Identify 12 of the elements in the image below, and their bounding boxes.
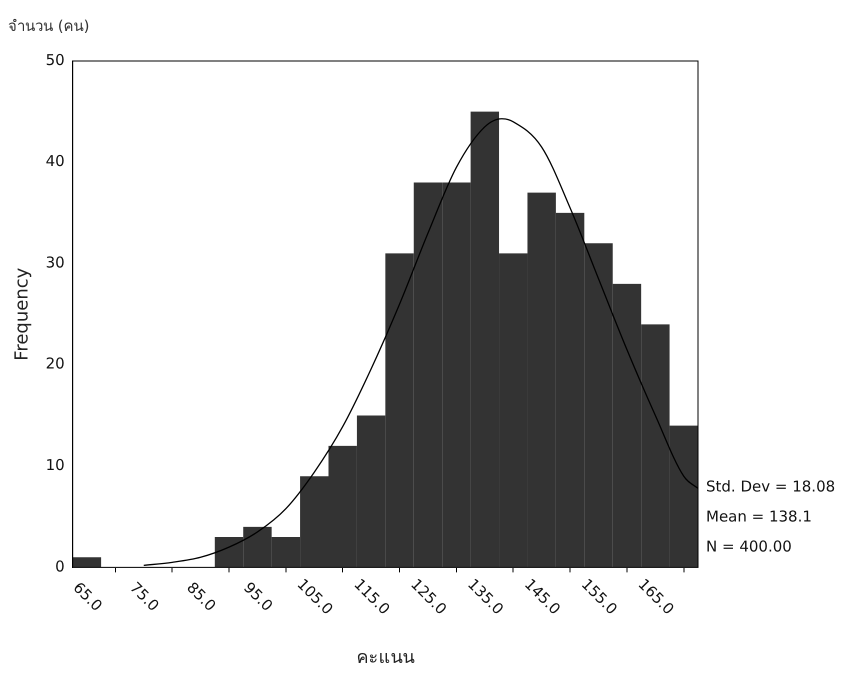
y-tick-label: 40 [46,152,65,170]
chart-title: จำนวน (คน) [8,16,90,35]
y-axis-title: Frequency [11,267,32,361]
y-tick-label: 30 [46,253,65,272]
y-tick-label: 20 [46,354,65,373]
text: Mean = 138.1 [706,507,812,526]
text: Std. Dev = 18.08 [706,477,836,496]
y-tick-label: 50 [46,50,65,69]
x-axis-title: คะแนน [356,646,414,668]
text: N = 400.00 [706,537,792,556]
y-tick-label: 10 [46,456,65,474]
y-tick-label: 0 [55,557,65,576]
